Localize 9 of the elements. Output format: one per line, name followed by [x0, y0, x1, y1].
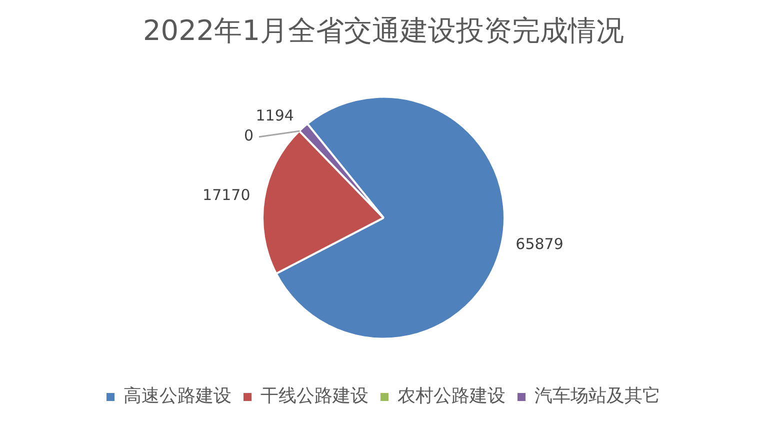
legend-label: 高速公路建设 [124, 386, 232, 407]
data-label: 1194 [256, 106, 294, 125]
data-label: 17170 [202, 186, 250, 204]
text: 0 [244, 126, 254, 145]
legend-label: 汽车场站及其它 [534, 386, 660, 407]
chart-title: 2022年1月全省交通建设投资完成情况 [142, 14, 624, 48]
legend-label: 农村公路建设 [398, 386, 506, 407]
data-label: 65879 [516, 235, 564, 254]
legend-label: 干线公路建设 [260, 386, 368, 407]
